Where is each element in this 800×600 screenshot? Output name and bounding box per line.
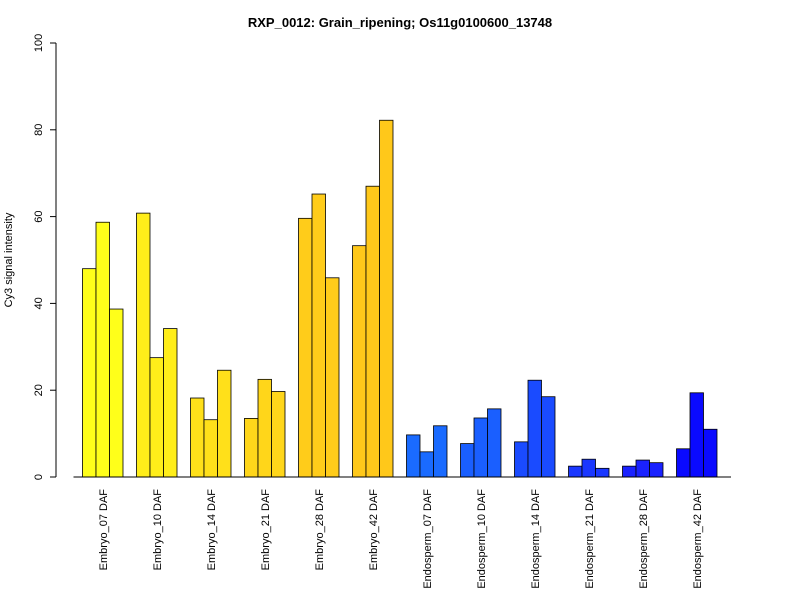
bar xyxy=(487,408,502,478)
bar xyxy=(325,277,340,478)
bar xyxy=(217,369,232,478)
y-tick-label: 0 xyxy=(33,474,45,480)
bar xyxy=(365,185,380,478)
y-tick-label: 40 xyxy=(33,297,45,309)
bar xyxy=(473,417,488,478)
bar xyxy=(271,391,286,478)
y-tick-label: 100 xyxy=(33,34,45,52)
x-tick-label: Endosperm_07 DAF xyxy=(422,489,434,589)
bar xyxy=(95,221,110,478)
x-tick-label: Endosperm_10 DAF xyxy=(476,489,488,589)
bar xyxy=(703,428,718,478)
bar xyxy=(568,465,583,478)
x-tick-label: Endosperm_28 DAF xyxy=(638,489,650,589)
bar xyxy=(649,462,664,478)
bars-group xyxy=(82,119,718,478)
bar xyxy=(541,396,556,478)
bar xyxy=(136,212,151,478)
bar xyxy=(433,425,448,478)
y-tick-label: 60 xyxy=(33,210,45,222)
bar xyxy=(352,245,367,478)
x-tick-label: Embryo_21 DAF xyxy=(260,489,272,571)
x-tick-label: Embryo_10 DAF xyxy=(152,489,164,571)
bar xyxy=(581,458,596,478)
x-tick-label: Endosperm_42 DAF xyxy=(692,489,704,589)
bar xyxy=(514,441,529,478)
bar xyxy=(203,419,218,478)
bar xyxy=(257,378,272,478)
x-tick-label: Embryo_28 DAF xyxy=(314,489,326,571)
bar xyxy=(244,418,259,478)
bar xyxy=(689,392,704,478)
bar xyxy=(622,465,637,478)
bar xyxy=(460,443,475,478)
bar xyxy=(595,467,610,478)
x-tick-label: Endosperm_21 DAF xyxy=(584,489,596,589)
bar xyxy=(419,451,434,478)
bar xyxy=(190,397,205,478)
y-tick-label: 20 xyxy=(33,384,45,396)
bar xyxy=(406,434,421,478)
y-axis-label: Cy3 signal intensity xyxy=(3,212,15,307)
y-tick-label: 80 xyxy=(33,124,45,136)
x-axis: Embryo_07 DAF Embryo_10 DAF Embryo_14 DAF E… xyxy=(73,476,731,589)
bar xyxy=(298,217,313,478)
bar xyxy=(635,459,650,478)
x-tick-label: Embryo_07 DAF xyxy=(98,489,110,571)
chart-title: RXP_0012: Grain_ripening; Os11g0100600_1… xyxy=(248,15,552,30)
y-axis: 0 20 40 60 80 100 xyxy=(33,34,57,480)
bar xyxy=(149,357,164,478)
x-tick-label: Embryo_14 DAF xyxy=(206,489,218,571)
bar xyxy=(163,328,178,478)
bar xyxy=(311,193,326,478)
bar xyxy=(379,119,394,478)
bar xyxy=(676,448,691,478)
x-tick-label: Endosperm_14 DAF xyxy=(530,489,542,589)
bar xyxy=(527,379,542,478)
x-tick-label: Embryo_42 DAF xyxy=(368,489,380,571)
bar xyxy=(109,308,124,478)
bar xyxy=(82,268,97,478)
